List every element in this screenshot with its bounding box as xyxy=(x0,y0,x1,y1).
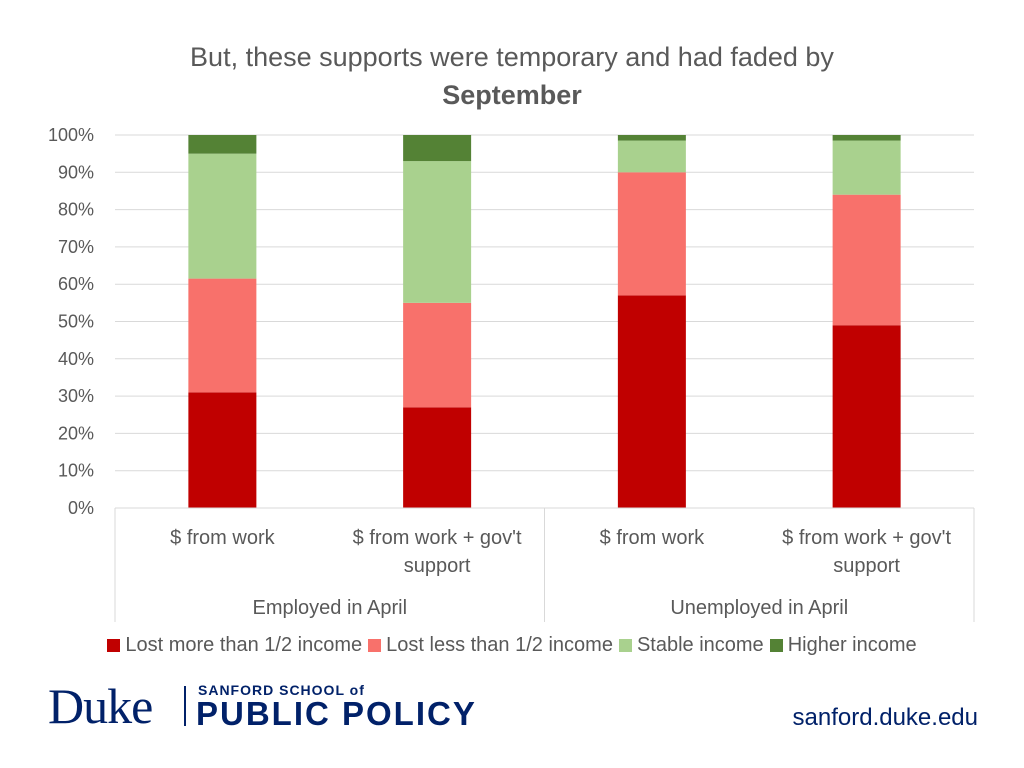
stacked-bar-chart: 0% 10% 20% 30% 40% 50% 60% 70% 80% 90% 100% $ from … xyxy=(48,125,975,622)
legend-label: Stable income xyxy=(636,634,764,656)
legend-item: Lost more than 1/2 income xyxy=(107,634,362,657)
bar-segment xyxy=(403,135,472,162)
bar-segment xyxy=(832,135,901,141)
x-category-label: support xyxy=(833,555,900,577)
chart-title-line2: September xyxy=(442,80,582,110)
bar-segment xyxy=(403,302,472,408)
y-tick-label: 90% xyxy=(58,162,94,182)
y-tick-label: 40% xyxy=(58,349,94,369)
x-category-label: support xyxy=(404,555,471,577)
x-category-label: $ from work + gov't xyxy=(782,527,951,549)
y-tick-label: 30% xyxy=(58,386,94,406)
logo-duke-word: Duke xyxy=(48,678,153,734)
bar-segment xyxy=(832,140,901,195)
y-tick-label: 50% xyxy=(58,312,94,332)
bar-segment xyxy=(617,140,686,173)
x-group-label: Unemployed in April xyxy=(670,597,848,619)
y-tick-label: 100% xyxy=(48,125,94,145)
x-category-label: $ from work xyxy=(170,527,275,549)
y-tick-label: 0% xyxy=(68,498,94,518)
legend-item: Higher income xyxy=(769,634,917,657)
x-group-label: Employed in April xyxy=(252,597,407,619)
bar-segment xyxy=(832,194,901,326)
y-tick-label: 10% xyxy=(58,461,94,481)
y-tick-label: 80% xyxy=(58,200,94,220)
legend-label: Lost less than 1/2 income xyxy=(386,634,613,656)
bar-segment xyxy=(617,135,686,141)
y-tick-label: 70% xyxy=(58,237,94,257)
logo-school-big: PUBLIC POLICY xyxy=(196,695,477,732)
legend-swatch xyxy=(107,639,121,652)
bar-segment xyxy=(832,325,901,508)
legend-item: Stable income xyxy=(618,634,764,657)
bar-segment xyxy=(188,135,257,154)
logo-divider xyxy=(184,686,186,726)
legend-label: Higher income xyxy=(787,634,917,656)
chart-title: But, these supports were temporary and h… xyxy=(0,38,1024,114)
bar-segment xyxy=(617,295,686,508)
chart-title-line1: But, these supports were temporary and h… xyxy=(190,42,834,72)
legend-item: Lost less than 1/2 income xyxy=(368,634,613,657)
y-tick-label: 20% xyxy=(58,423,94,443)
bar-segment xyxy=(188,392,257,508)
x-category-label: $ from work + gov't xyxy=(353,527,522,549)
legend-swatch xyxy=(618,639,632,652)
legend-swatch xyxy=(769,639,783,652)
legend: Lost more than 1/2 income Lost less than … xyxy=(0,634,1024,657)
legend-swatch xyxy=(368,639,382,652)
bar-segment xyxy=(403,407,472,508)
bar-segment xyxy=(188,278,257,393)
bar-segment xyxy=(403,161,472,303)
site-url: sanford.duke.edu xyxy=(792,704,978,731)
logo-school-small: SANFORD SCHOOL of xyxy=(198,682,365,698)
bar-segment xyxy=(188,153,257,279)
bar-segment xyxy=(617,172,686,296)
legend-label: Lost more than 1/2 income xyxy=(125,634,363,656)
x-category-label: $ from work xyxy=(600,527,705,549)
y-tick-label: 60% xyxy=(58,274,94,294)
